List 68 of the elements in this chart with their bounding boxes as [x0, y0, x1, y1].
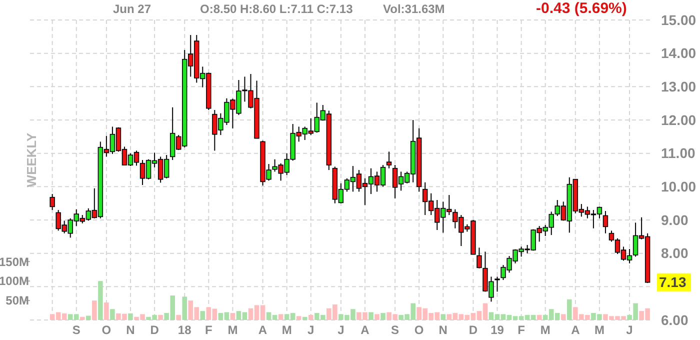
annotation: WEEKLY	[24, 132, 39, 188]
bar	[80, 316, 85, 320]
bar	[374, 314, 380, 320]
y-tick-label: 10.00	[661, 178, 696, 195]
y-tick-label: 11.00	[661, 145, 696, 162]
x-tick-label: N	[126, 323, 135, 337]
bar	[278, 314, 284, 320]
y-tick-label: 6.00	[661, 312, 688, 328]
bar	[110, 309, 115, 320]
x-tick-label: N	[438, 323, 448, 337]
bar	[92, 300, 97, 320]
x-tick-label: M	[228, 323, 238, 337]
x-tick-label: M	[594, 323, 604, 337]
bar	[296, 316, 302, 320]
bar	[368, 312, 374, 320]
text: Jun 27	[113, 2, 152, 16]
candlestick	[602, 210, 608, 234]
bar	[200, 311, 206, 320]
x-tick-label: S	[72, 323, 80, 337]
bar	[176, 314, 181, 320]
bar	[308, 314, 314, 320]
y-tick-label: 15.00	[661, 12, 696, 28]
bar	[380, 312, 386, 320]
x-tick-label: J	[338, 323, 344, 337]
x-tick-label: F	[204, 323, 212, 337]
bar	[86, 316, 91, 320]
x-tick-label: D	[150, 323, 160, 337]
text: -0.43 (5.69%)	[536, 0, 627, 17]
y-tick-label: 9.00	[661, 212, 688, 228]
x-tick-label: O	[414, 323, 424, 337]
bar	[98, 281, 103, 320]
bar	[158, 314, 163, 320]
x-tick-label: 18	[178, 323, 192, 337]
candlestick	[386, 151, 392, 169]
y-tick-label: 14.00	[661, 45, 696, 62]
bar	[440, 314, 446, 320]
x-tick-label: M	[282, 323, 292, 337]
candlestick	[50, 194, 55, 210]
bar	[567, 299, 572, 320]
y2-tick-label: 50M	[6, 294, 30, 308]
bar	[536, 314, 542, 320]
x-tick-label: M	[540, 323, 550, 337]
x-tick-label: A	[571, 323, 580, 337]
candlestick	[494, 276, 500, 292]
text: 7.13	[659, 274, 686, 290]
candlestick	[476, 247, 482, 269]
bar	[104, 302, 109, 320]
x-tick-label: A	[360, 323, 370, 337]
bar	[128, 313, 133, 320]
y-tick-label: 8.00	[661, 245, 688, 262]
bar	[560, 314, 566, 320]
y-tick-label: 13.00	[661, 78, 696, 95]
x-tick-label: F	[518, 323, 525, 337]
bar	[302, 316, 308, 320]
y2-tick-label: 100M	[0, 274, 29, 288]
text: Vol:31.63M	[383, 2, 445, 16]
x-tick-label: S	[391, 323, 400, 337]
bar	[182, 296, 188, 320]
x-tick-label: J	[308, 323, 314, 337]
x-tick-label: J	[626, 323, 633, 337]
text: O:8.50 H:8.60 L:7.11 C:7.13	[200, 2, 354, 16]
y-tick-label: 12.00	[661, 112, 696, 128]
x-tick-label: A	[258, 323, 268, 337]
x-tick-label: D	[468, 323, 478, 337]
bar	[230, 312, 236, 320]
x-tick-label: 19	[490, 323, 504, 337]
x-tick-label: O	[102, 323, 112, 337]
y2-tick-label: 150M	[0, 254, 29, 269]
